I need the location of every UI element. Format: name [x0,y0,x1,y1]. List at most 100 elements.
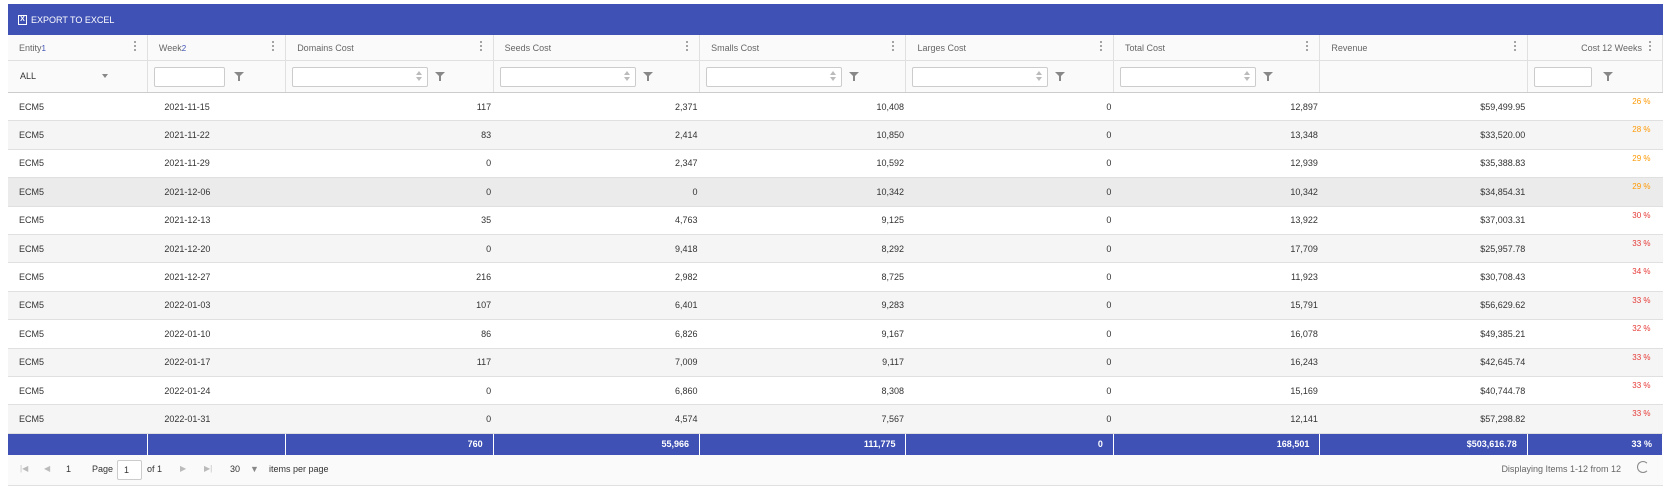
column-menu-icon[interactable] [1306,41,1309,51]
filter-icon[interactable] [849,72,860,81]
cell-smalls-cost: 9,167 [699,319,906,349]
cell-domains-cost: 0 [285,234,494,264]
column-menu-icon[interactable] [686,41,689,51]
column-header-week[interactable]: Week2 [147,35,287,61]
column-header-smalls-cost[interactable]: Smalls Cost [699,35,907,61]
column-menu-icon[interactable] [892,41,895,51]
cell-larges-cost: 0 [905,234,1114,264]
larges-cost-filter-input[interactable] [912,67,1049,87]
cost-12-weeks-filter-input[interactable] [1533,67,1592,87]
table-row[interactable]: ECM5 2021-12-27 216 2,982 8,725 0 11,923 $30,70… [8,262,1663,292]
table-row[interactable]: ECM5 2021-12-06 0 0 10,342 0 10,342 $34,854.31 2… [8,177,1663,207]
cell-seeds-cost: 9,418 [493,234,700,264]
total-total-cost: 168,501 [1113,433,1321,455]
cell-entity: ECM5 [8,262,148,292]
table-body: ECM5 2021-11-15 117 2,371 10,408 0 12,897 $59,4… [8,92,1663,434]
column-menu-icon[interactable] [133,41,137,51]
cell-domains-cost: 117 [285,92,494,122]
cell-seeds-cost: 2,347 [493,149,700,179]
column-header-larges-cost[interactable]: Larges Cost [905,35,1114,61]
smalls-cost-filter-input[interactable] [706,67,843,87]
previous-page-icon[interactable]: ◀ [44,463,51,473]
page-size-dropdown[interactable]: 30 ▼ [230,463,259,474]
total-cost-filter-input[interactable] [1119,67,1256,87]
table-row[interactable]: ECM5 2022-01-31 0 4,574 7,567 0 12,141 $57,298.… [8,404,1663,434]
table-row[interactable]: ECM5 2021-11-15 117 2,371 10,408 0 12,897 $59,4… [8,92,1663,122]
spinner-icon[interactable] [623,71,630,81]
column-header-domains-cost[interactable]: Domains Cost [285,35,494,61]
filter-icon[interactable] [435,72,446,81]
cell-total-cost: 15,169 [1113,376,1320,406]
cell-entity: ECM5 [8,177,148,207]
cell-seeds-cost: 2,982 [493,262,700,292]
cell-total-cost: 17,709 [1113,234,1320,264]
column-menu-icon[interactable] [1513,41,1517,51]
filter-icon[interactable] [1055,72,1066,81]
table-row[interactable]: ECM5 2022-01-03 107 6,401 9,283 0 15,791 $56,62… [8,291,1663,321]
cell-revenue: $59,499.95 [1319,92,1528,122]
data-table: Entity1 Week2 Domains Cost Seeds Cost Sm… [8,35,1663,455]
spinner-icon[interactable] [1243,71,1250,81]
spinner-icon[interactable] [416,71,423,81]
column-menu-icon[interactable] [479,41,483,51]
column-menu-icon[interactable] [1649,41,1652,51]
cell-revenue: $25,957.78 [1319,234,1528,264]
total-cost-12-weeks: 33 % [1527,433,1663,455]
table-row[interactable]: ECM5 2022-01-10 86 6,826 9,167 0 16,078 $49,385… [8,319,1663,349]
total-smalls-cost: 111,775 [699,433,907,455]
cell-domains-cost: 35 [285,206,494,235]
entity-filter-dropdown[interactable]: ALL [20,71,108,81]
cell-entity: ECM5 [8,291,148,321]
cell-smalls-cost: 8,292 [699,234,906,264]
total-seeds-cost: 55,966 [493,433,701,455]
cell-revenue: $35,388.83 [1319,149,1528,179]
table-row[interactable]: ECM5 2021-12-13 35 4,763 9,125 0 13,922 $37,003… [8,206,1663,235]
filter-icon[interactable] [642,72,653,81]
column-menu-icon[interactable] [272,41,275,51]
filter-icon[interactable] [1262,72,1273,81]
cell-domains-cost: 107 [285,291,494,321]
column-header-cost-12-weeks[interactable]: Cost 12 Weeks [1527,35,1663,61]
table-row[interactable]: ECM5 2021-11-22 83 2,414 10,850 0 13,348 $33,52… [8,120,1663,150]
column-header-seeds-cost[interactable]: Seeds Cost [493,35,701,61]
refresh-icon[interactable] [1637,460,1649,473]
domains-cost-filter-input[interactable] [292,67,429,87]
spinner-icon[interactable] [830,71,837,81]
filter-icon[interactable] [233,72,244,81]
table-row[interactable]: ECM5 2022-01-24 0 6,860 8,308 0 15,169 $40,744.… [8,376,1663,406]
cell-total-cost: 16,243 [1113,348,1320,377]
cell-cost-12-weeks: 29 % [1527,177,1663,207]
last-page-icon[interactable]: ▶| [204,463,213,473]
cell-cost-12-weeks: 33 % [1527,376,1663,406]
filter-icon[interactable] [1602,72,1613,81]
cell-larges-cost: 0 [905,177,1114,207]
table-row[interactable]: ECM5 2022-01-17 117 7,009 9,117 0 16,243 $42,64… [8,348,1663,377]
week-filter-input[interactable] [153,67,225,87]
cell-cost-12-weeks: 33 % [1527,348,1663,377]
table-row[interactable]: ECM5 2021-12-20 0 9,418 8,292 0 17,709 $25,957.… [8,234,1663,264]
column-header-revenue[interactable]: Revenue [1319,35,1528,61]
cell-smalls-cost: 10,342 [699,177,906,207]
page-number-button[interactable]: 1 [66,463,72,474]
cell-domains-cost: 0 [285,149,494,179]
cell-total-cost: 13,922 [1113,206,1320,235]
table-row[interactable]: ECM5 2021-11-29 0 2,347 10,592 0 12,939 $35,388… [8,149,1663,179]
cell-smalls-cost: 8,725 [699,262,906,292]
total-larges-cost: 0 [905,433,1114,455]
cell-total-cost: 11,923 [1113,262,1320,292]
cell-cost-12-weeks: 26 % [1527,92,1663,122]
total-domains-cost: 760 [285,433,494,455]
cell-seeds-cost: 6,860 [493,376,700,406]
column-header-entity[interactable]: Entity1 [8,35,148,61]
seeds-cost-filter-input[interactable] [499,67,636,87]
cell-larges-cost: 0 [905,92,1114,122]
first-page-icon[interactable]: |◀ [20,463,29,473]
cell-larges-cost: 0 [905,149,1114,179]
next-page-icon[interactable]: ▶ [180,463,187,473]
cell-smalls-cost: 10,592 [699,149,906,179]
export-to-excel-button[interactable]: X EXPORT TO EXCEL [18,14,114,25]
total-revenue: $503,616.78 [1319,433,1528,455]
column-menu-icon[interactable] [1099,41,1103,51]
spinner-icon[interactable] [1036,71,1043,81]
column-header-total-cost[interactable]: Total Cost [1113,35,1321,61]
